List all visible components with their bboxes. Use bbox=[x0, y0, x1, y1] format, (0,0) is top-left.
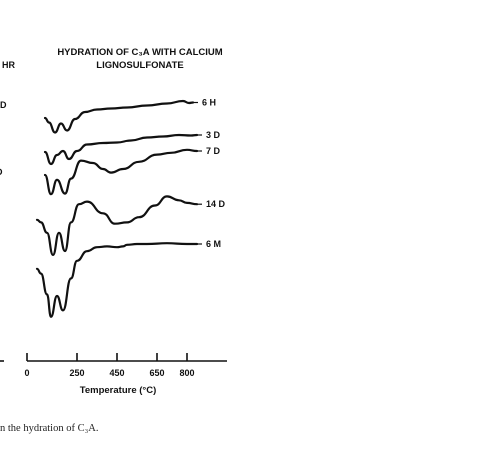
chart-title-line-1: HYDRATION OF C₃A WITH CALCIUM bbox=[57, 47, 222, 58]
figure-caption-fragment: n the hydration of C₃A. bbox=[0, 423, 99, 434]
x-tick-label-800: 800 bbox=[179, 368, 194, 378]
x-tick-label-650: 650 bbox=[149, 368, 164, 378]
curve-7-d bbox=[43, 148, 199, 196]
curve-label-3-d: 3 D bbox=[206, 130, 221, 140]
curve-6-h bbox=[43, 99, 195, 134]
edge-label-d-upper: D bbox=[0, 100, 7, 110]
curve-label-7-d: 7 D bbox=[206, 146, 221, 156]
curve-label-14-d: 14 D bbox=[206, 199, 226, 209]
curve-3-d bbox=[43, 133, 199, 166]
x-ticks: 0 250 450 650 800 bbox=[24, 353, 195, 378]
x-tick-label-250: 250 bbox=[69, 368, 84, 378]
edge-label-d-lower: D bbox=[0, 167, 3, 177]
curve-label-6-h: 6 H bbox=[202, 98, 216, 108]
curve-label-6-m: 6 M bbox=[206, 239, 221, 249]
x-tick-label-450: 450 bbox=[109, 368, 124, 378]
curve-6-m bbox=[35, 242, 199, 318]
x-axis-title: Temperature (°C) bbox=[80, 385, 156, 396]
x-tick-label-0: 0 bbox=[24, 368, 29, 378]
chart-title-line-2: LIGNOSULFONATE bbox=[96, 60, 183, 71]
edge-label-hr: HR bbox=[2, 60, 15, 70]
curve-14-d bbox=[35, 195, 199, 256]
thermogram-curves: 6 H 3 D 7 D 14 D 6 M bbox=[35, 98, 226, 318]
